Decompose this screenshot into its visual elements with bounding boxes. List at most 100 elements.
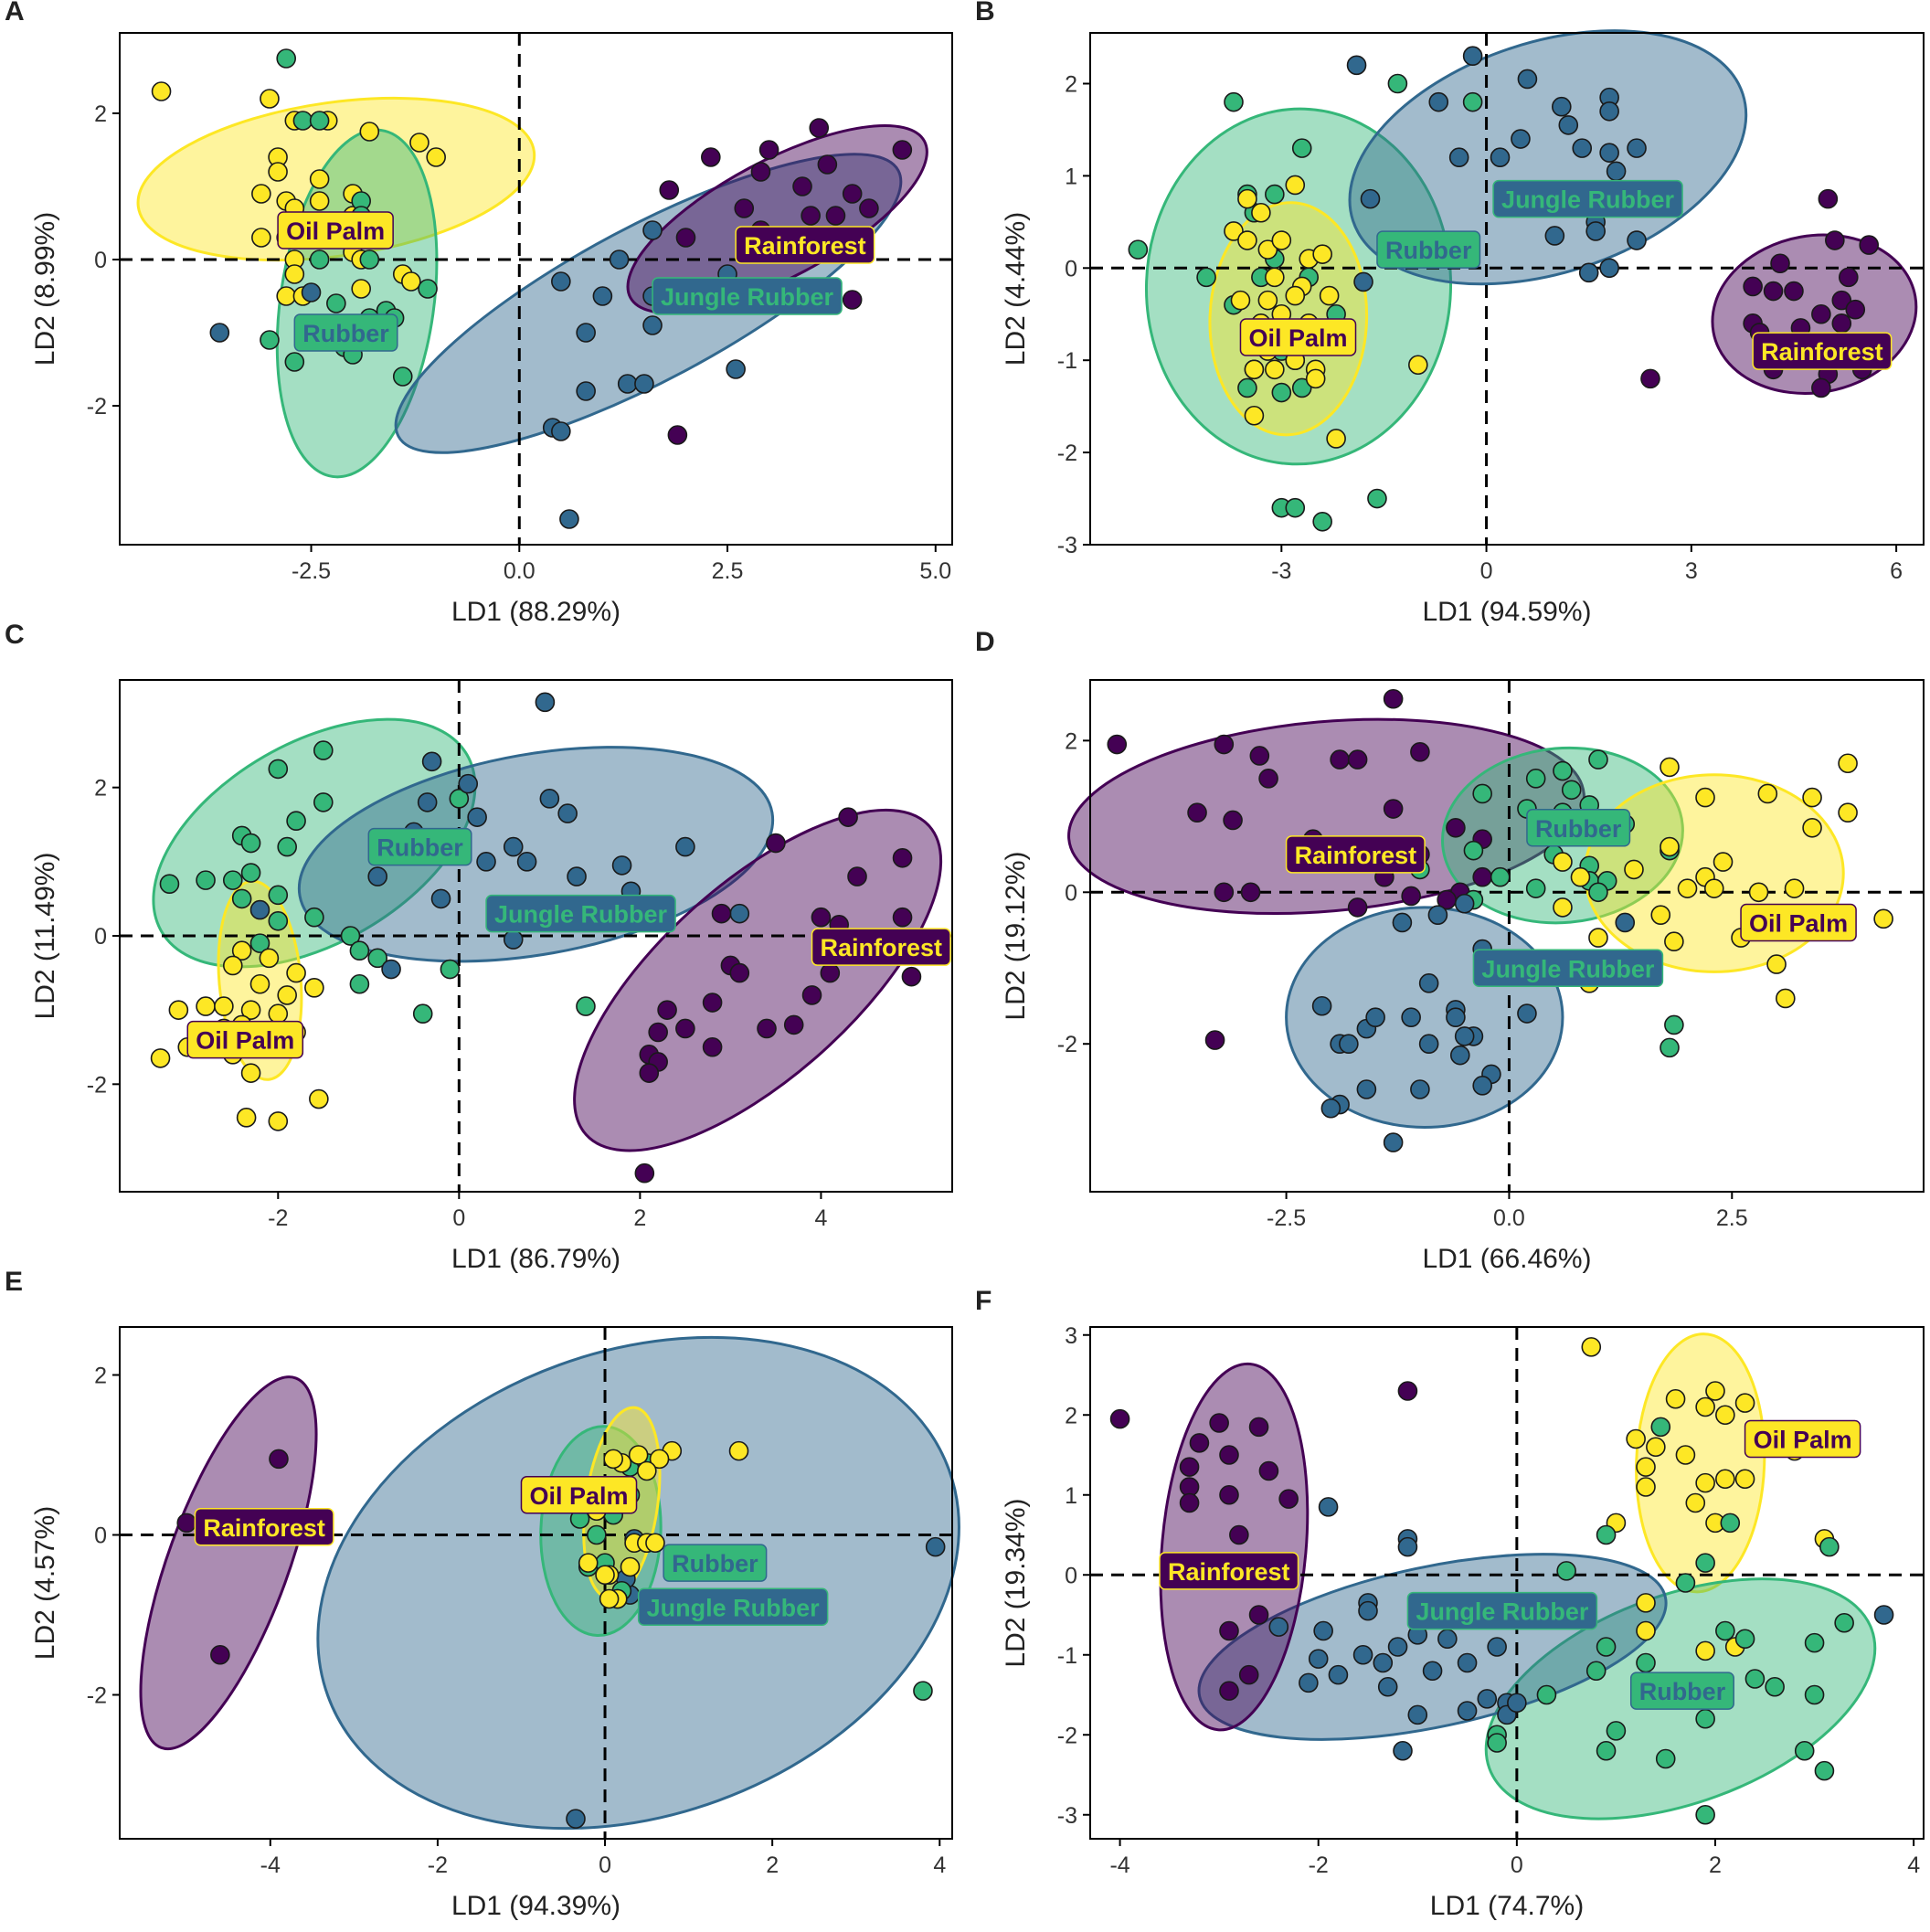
point-jungle-rubber <box>1606 161 1627 182</box>
point-rubber <box>1312 511 1332 532</box>
point-oil-palm <box>401 271 421 292</box>
point-jungle-rubber <box>1346 55 1367 76</box>
label-text: Rainforest <box>1761 338 1883 366</box>
x-tick-label: 3 <box>1685 558 1698 584</box>
point-jungle-rubber <box>1428 91 1449 112</box>
point-rubber <box>1271 382 1292 403</box>
x-tick-label: 0 <box>599 1852 611 1878</box>
point-jungle-rubber <box>592 286 613 306</box>
panel-letter-f: F <box>975 1286 992 1316</box>
y-tick-label: 1 <box>1065 1483 1077 1509</box>
point-oil-palm <box>409 133 429 153</box>
point-oil-palm <box>426 147 446 167</box>
x-tick-label: 4 <box>814 1205 827 1231</box>
x-tick-label: 2 <box>1709 1852 1722 1878</box>
y-tick-label: 2 <box>94 776 107 801</box>
point-rainforest <box>1223 810 1243 831</box>
label-rainforest: Rainforest <box>1752 332 1893 370</box>
point-jungle-rubber <box>1318 1497 1339 1517</box>
point-jungle-rubber <box>1552 96 1572 117</box>
point-jungle-rubber <box>1517 69 1538 90</box>
point-jungle-rubber <box>557 803 578 823</box>
point-rubber <box>326 293 346 313</box>
point-rubber <box>1675 1573 1696 1593</box>
point-oil-palm <box>249 973 270 994</box>
point-jungle-rubber <box>1472 1076 1492 1096</box>
point-jungle-rubber <box>1477 1689 1498 1709</box>
point-jungle-rubber <box>1422 1661 1443 1682</box>
label-rainforest: Rainforest <box>735 226 875 264</box>
y-tick-label: -2 <box>87 394 107 419</box>
point-jungle-rubber <box>566 1809 586 1829</box>
point-rubber <box>349 973 370 994</box>
point-jungle-rubber <box>642 220 663 240</box>
point-rainforest <box>758 140 779 160</box>
point-rubber <box>1367 488 1387 509</box>
point-jungle-rubber <box>1585 221 1606 241</box>
point-rubber <box>1285 497 1306 518</box>
point-oil-palm <box>1748 882 1769 903</box>
point-rainforest <box>842 290 863 310</box>
label-text: Oil Palm <box>196 1027 294 1055</box>
ellipse-rainforest <box>1159 1362 1310 1732</box>
point-jungle-rubber <box>1599 258 1619 279</box>
label-box <box>1740 903 1857 942</box>
point-rubber <box>1265 184 1285 205</box>
point-jungle-rubber <box>1328 1664 1349 1685</box>
point-rainforest <box>1278 1489 1299 1509</box>
point-rubber <box>1291 138 1312 158</box>
label-box <box>1629 1672 1734 1710</box>
point-jungle-rubber <box>421 751 442 772</box>
point-rainforest <box>1214 734 1235 755</box>
label-text: Oil Palm <box>529 1482 628 1510</box>
point-rubber <box>1596 1740 1617 1761</box>
y-tick-label: -2 <box>87 1072 107 1098</box>
point-oil-palm <box>1685 1492 1706 1513</box>
label-box <box>735 226 875 264</box>
x-tick-label: 5.0 <box>919 558 951 584</box>
point-rainforest <box>701 147 721 167</box>
label-text: Rainforest <box>1168 1558 1290 1586</box>
point-rainforest <box>1258 769 1278 789</box>
panel-b: B Rubber Oil Palm Jungle Rubber Rainforest -3… <box>975 0 1925 627</box>
y-tick-label: 0 <box>94 924 107 950</box>
point-jungle-rubber <box>1454 1026 1475 1046</box>
point-jungle-rubber <box>609 249 630 270</box>
y-tick-label: -1 <box>1057 348 1077 374</box>
point-rainforest <box>729 962 750 983</box>
point-rubber <box>286 811 306 832</box>
point-rubber <box>1794 1740 1815 1761</box>
plot-frame <box>119 1326 953 1840</box>
point-oil-palm <box>231 940 252 961</box>
point-rubber <box>392 366 413 387</box>
point-jungle-rubber <box>1511 129 1531 149</box>
plot-frame <box>119 32 953 546</box>
point-rainforest <box>766 833 786 854</box>
point-rainforest <box>757 1018 777 1039</box>
point-jungle-rubber <box>1627 138 1647 158</box>
point-oil-palm <box>603 1449 623 1470</box>
label-text: Oil Palm <box>1248 324 1347 352</box>
point-rainforest <box>657 1000 677 1020</box>
point-oil-palm <box>1326 429 1346 449</box>
point-oil-palm <box>236 1108 257 1128</box>
point-rainforest <box>1831 313 1852 334</box>
point-rubber <box>1596 1637 1617 1657</box>
x-axis-title: LD1 (74.7%) <box>1430 1891 1584 1921</box>
point-oil-palm <box>1660 836 1680 857</box>
point-rainforest <box>1248 1417 1269 1438</box>
label-text: Jungle Rubber <box>1501 186 1675 214</box>
y-tick-label: 0 <box>1065 256 1077 281</box>
point-oil-palm <box>1237 188 1257 209</box>
label-oil-palm: Oil Palm <box>186 1020 304 1059</box>
plot-frame <box>1089 32 1925 546</box>
point-rainforest <box>1763 281 1784 302</box>
point-rubber <box>1462 91 1483 112</box>
panel-d: D Rainforest Rubber Oil Palm Jungle Rubber -2… <box>975 627 1925 1274</box>
point-rubber <box>249 933 270 953</box>
point-rubber <box>1804 1632 1825 1653</box>
point-jungle-rubber <box>576 323 596 343</box>
x-tick-label: -2 <box>1309 1852 1329 1878</box>
point-oil-palm <box>1285 175 1306 196</box>
y-axis-title: LD2 (19.12%) <box>1001 851 1031 1020</box>
